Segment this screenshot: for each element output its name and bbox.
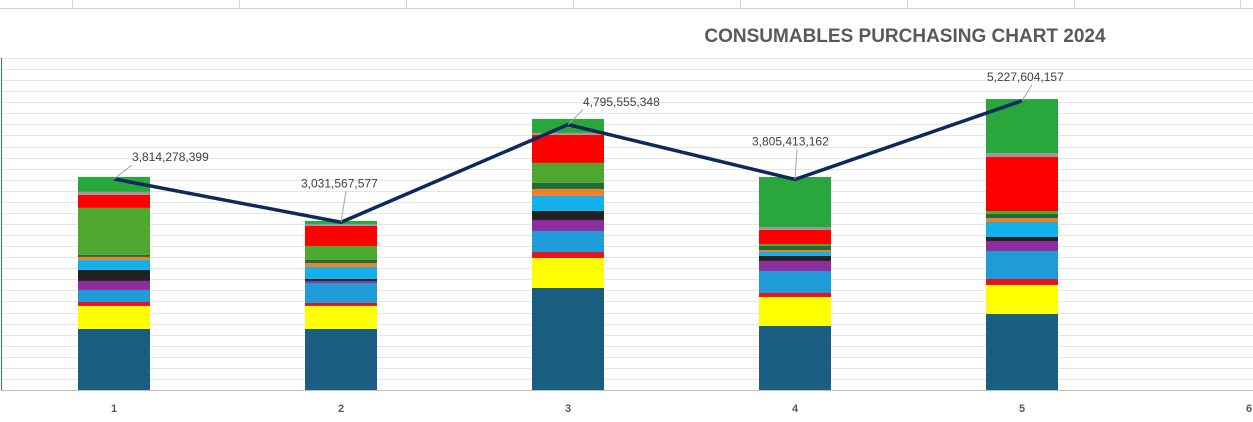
bar-segment [78, 256, 150, 260]
sheet-cells [0, 0, 1253, 9]
bar-segment [759, 246, 831, 251]
bar-segment [986, 279, 1058, 285]
data-label: 3,031,567,577 [301, 176, 378, 190]
bar-segment [986, 313, 1058, 390]
bar-segment [759, 230, 831, 245]
bar-segment [759, 244, 831, 247]
bar-segment [986, 222, 1058, 238]
bar-segment [986, 251, 1058, 280]
bar-segment [759, 251, 831, 256]
bar-segment [532, 257, 604, 288]
x-tick-label: 6 [1246, 403, 1252, 415]
bar-segment [78, 328, 150, 390]
bar-segment [532, 188, 604, 196]
x-tick-label: 2 [338, 403, 344, 415]
data-label: 4,795,555,348 [583, 95, 660, 109]
bar-segment [759, 227, 831, 231]
bar-segment [305, 225, 377, 246]
bar-segment [532, 195, 604, 211]
data-label: 3,805,413,162 [752, 135, 829, 149]
bar-segment [78, 191, 150, 195]
bar-segment [986, 99, 1058, 154]
bar-segment [305, 278, 377, 281]
bar-segment [532, 251, 604, 258]
leader-line [1021, 84, 1033, 102]
bar-segment [986, 153, 1058, 158]
bar-segment [986, 218, 1058, 223]
bar-segment [986, 240, 1058, 252]
bar-segment [986, 284, 1058, 314]
x-tick-label: 3 [565, 403, 571, 415]
bar-segment [759, 250, 831, 252]
bar-segment [78, 301, 150, 306]
bar-segment [759, 270, 831, 294]
bar-segment [759, 293, 831, 297]
bar-segment [305, 305, 377, 329]
bar-segment [78, 305, 150, 329]
bar-segment [305, 259, 377, 263]
bar-segment [305, 280, 377, 283]
bar-segment [986, 237, 1058, 241]
leader-line [794, 149, 798, 180]
bar-segment [986, 211, 1058, 215]
bar-segment [532, 219, 604, 231]
bar-segment [78, 207, 150, 255]
chart-title: CONSUMABLES PURCHASING CHART 2024 [704, 26, 1106, 47]
bar-segment [532, 287, 604, 390]
bar-segment [759, 255, 831, 261]
x-tick-label: 4 [792, 403, 799, 415]
bar-segment [305, 223, 377, 226]
bar-segment [305, 262, 377, 267]
bar-segment [78, 194, 150, 208]
bar-segment [532, 230, 604, 252]
bar-segment [532, 210, 604, 220]
bar-segment [78, 259, 150, 270]
bar-segment [305, 282, 377, 303]
bar-segment [305, 328, 377, 390]
leader-line [340, 191, 347, 223]
bar-segment [305, 302, 377, 306]
bar-segment [759, 325, 831, 390]
bar-segment [759, 260, 831, 271]
bar-segment [532, 132, 604, 135]
x-tick-label: 1 [111, 403, 117, 415]
leader-line [567, 109, 584, 125]
bar-segment [78, 254, 150, 257]
bar-segment [532, 182, 604, 189]
leader-line [113, 164, 133, 180]
data-label: 5,227,604,157 [987, 70, 1064, 84]
bar-segment [759, 177, 831, 228]
bar-segment [78, 289, 150, 302]
bar-segment [986, 214, 1058, 219]
bar-segment [986, 157, 1058, 212]
bar-segment [305, 266, 377, 279]
bar-segment [305, 245, 377, 260]
bar-segment [532, 162, 604, 183]
x-tick-label: 5 [1019, 403, 1025, 415]
data-label: 3,814,278,399 [132, 150, 209, 164]
bar-segment [78, 280, 150, 290]
bar-segment [532, 134, 604, 163]
bar-segment [759, 296, 831, 326]
bar-segment [78, 269, 150, 281]
